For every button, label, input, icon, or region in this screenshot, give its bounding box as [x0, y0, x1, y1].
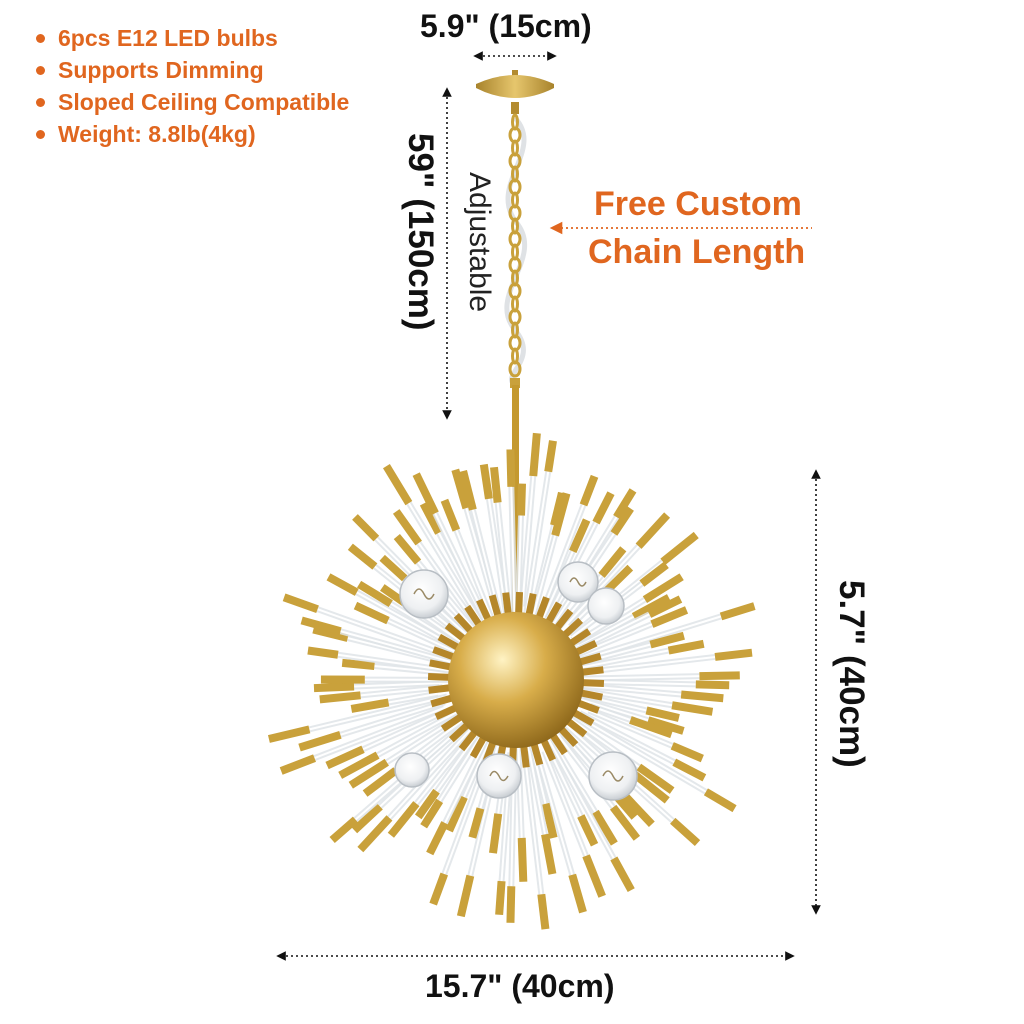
- feature-text: Weight: 8.8lb(4kg): [58, 121, 256, 147]
- feature-item: 6pcs E12 LED bulbs: [30, 22, 349, 54]
- hanging-chain: [504, 113, 528, 388]
- feature-item: Sloped Ceiling Compatible: [30, 86, 349, 118]
- adjustable-label: Adjustable: [463, 172, 496, 313]
- bullet-dot: [36, 66, 45, 75]
- feature-item: Weight: 8.8lb(4kg): [30, 118, 349, 150]
- bulb: [557, 561, 599, 603]
- bulb: [587, 587, 625, 625]
- feature-text: 6pcs E12 LED bulbs: [58, 25, 278, 51]
- bullet-dot: [36, 34, 45, 43]
- fixture-width-label: 15.7" (40cm): [425, 968, 615, 1004]
- feature-text: Sloped Ceiling Compatible: [58, 89, 350, 115]
- callout-line-1: Free Custom: [594, 185, 802, 223]
- callout-line-2: Chain Length: [588, 233, 806, 271]
- canopy-width-label: 5.9" (15cm): [420, 8, 592, 44]
- bulb: [399, 569, 449, 619]
- bulb: [588, 751, 638, 801]
- ceiling-canopy: [476, 70, 554, 114]
- bulb: [394, 752, 430, 788]
- chain-length-label: 59" (150cm): [401, 133, 440, 331]
- feature-list: 6pcs E12 LED bulbs Supports Dimming Slop…: [30, 22, 349, 150]
- feature-item: Supports Dimming: [30, 54, 349, 86]
- bullet-dot: [36, 98, 45, 107]
- bullet-dot: [36, 130, 45, 139]
- bulb: [476, 753, 522, 799]
- down-rod: [512, 385, 519, 615]
- feature-text: Supports Dimming: [58, 57, 264, 83]
- fixture-height-label: 5.7" (40cm): [832, 580, 871, 768]
- center-hub: [448, 612, 584, 748]
